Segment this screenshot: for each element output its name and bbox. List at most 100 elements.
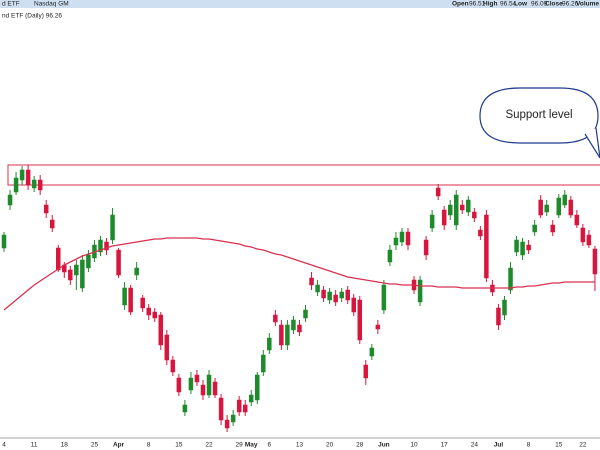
plot: 4 11 18 25 Apr 8 15 22 29 May 6 13 20 28 Jun 10 17 24 Jul 8… [1, 164, 600, 449]
candle-body [399, 231, 405, 243]
x-tick-label: 29 [236, 442, 244, 449]
quote-value: 96.09 [531, 1, 548, 8]
candle-body [128, 287, 133, 313]
candle-body [351, 297, 356, 313]
candle-body [454, 194, 459, 226]
x-tick-label: 24 [471, 442, 479, 449]
candle-body [116, 249, 121, 276]
resistance-zone [7, 164, 600, 186]
candle-body [206, 374, 212, 396]
candle-body [375, 324, 381, 330]
header-exchange: Nasdaq GM [34, 1, 69, 8]
quote-label: Low [514, 1, 528, 8]
candle-body [447, 204, 453, 216]
candle-body [212, 381, 218, 396]
candle-body [200, 384, 206, 396]
x-tick-label: 22 [579, 442, 587, 449]
candle-body [176, 377, 182, 393]
candle-body [68, 269, 73, 281]
candle-body [236, 399, 242, 413]
candle-body [423, 239, 429, 256]
candle-body [526, 244, 531, 251]
x-tick-label: 22 [205, 442, 213, 449]
candle-body [279, 324, 284, 346]
candle-body [224, 419, 230, 429]
candle-body [164, 334, 170, 361]
candle-body [218, 397, 224, 421]
x-tick-label: Apr [113, 442, 125, 449]
candle-body [333, 294, 338, 303]
candle-body [345, 289, 350, 301]
candle-body [538, 199, 543, 216]
quote-label: Open [452, 1, 469, 8]
x-tick-label: 20 [326, 442, 334, 449]
candle-body [435, 187, 441, 197]
candle-body [110, 214, 115, 241]
quote-value: 96.54 [500, 1, 517, 8]
header-bar [0, 0, 600, 8]
candle-body [291, 319, 296, 331]
candle-body [532, 224, 537, 233]
candle-body [544, 204, 549, 213]
candle-body [393, 237, 399, 246]
moving-average [3, 237, 595, 311]
candle-body [417, 279, 423, 303]
candle-body [273, 314, 278, 323]
candle-body [80, 259, 85, 289]
candle-body [194, 374, 200, 383]
candle-body [255, 374, 260, 401]
candle-body [261, 354, 266, 373]
x-tick-label: 28 [356, 442, 364, 449]
candle-body [381, 284, 387, 311]
candle-body [43, 204, 49, 214]
candle-body [369, 347, 375, 357]
x-tick-label: 10 [410, 442, 418, 449]
candle-body [550, 224, 555, 233]
x-tick-label: 17 [441, 442, 449, 449]
header-volume: Volume [576, 1, 599, 8]
candle-body [56, 247, 61, 271]
x-tick-label: 4 [2, 442, 6, 449]
candle-body [248, 394, 254, 403]
candle-body [568, 199, 574, 216]
x-tick-label: 6 [268, 442, 272, 449]
candle-body [339, 291, 344, 299]
candle-body [267, 337, 272, 351]
candle-body [520, 241, 525, 256]
x-tick-label: 8 [527, 442, 531, 449]
candle-body [502, 299, 507, 316]
candle-body [122, 287, 127, 306]
candle-body [327, 291, 332, 301]
candle-body [586, 234, 592, 246]
candle-body [86, 254, 91, 269]
candle-body [37, 179, 43, 191]
x-tick-label: 8 [147, 442, 151, 449]
callout-text: Support level [505, 109, 572, 121]
candle-body [562, 194, 568, 206]
candle-body [478, 229, 483, 237]
candle-body [472, 211, 477, 219]
candle-body [429, 214, 435, 229]
candle-body [285, 324, 290, 346]
candle-body [1, 234, 7, 249]
x-tick-label: May [245, 442, 258, 449]
callout-bubble: Support level [479, 87, 600, 159]
candle-body [321, 289, 326, 299]
legend-text: nd ETF (Daily) 96.26 [2, 13, 62, 20]
candle-body [303, 309, 308, 319]
x-tick-label: Jul [494, 442, 504, 449]
candle-body [134, 267, 139, 276]
candle-body [556, 197, 562, 216]
x-tick-label: 15 [555, 442, 563, 449]
candle-body [484, 214, 489, 279]
candle-body [315, 284, 320, 293]
callout-shape [479, 87, 599, 144]
candle-body [31, 179, 37, 189]
candle-body [496, 307, 501, 326]
candle-body [460, 204, 465, 211]
candle-body [230, 414, 236, 423]
candle-body [574, 214, 580, 226]
candle-body [19, 169, 25, 181]
candle-body [104, 241, 109, 251]
